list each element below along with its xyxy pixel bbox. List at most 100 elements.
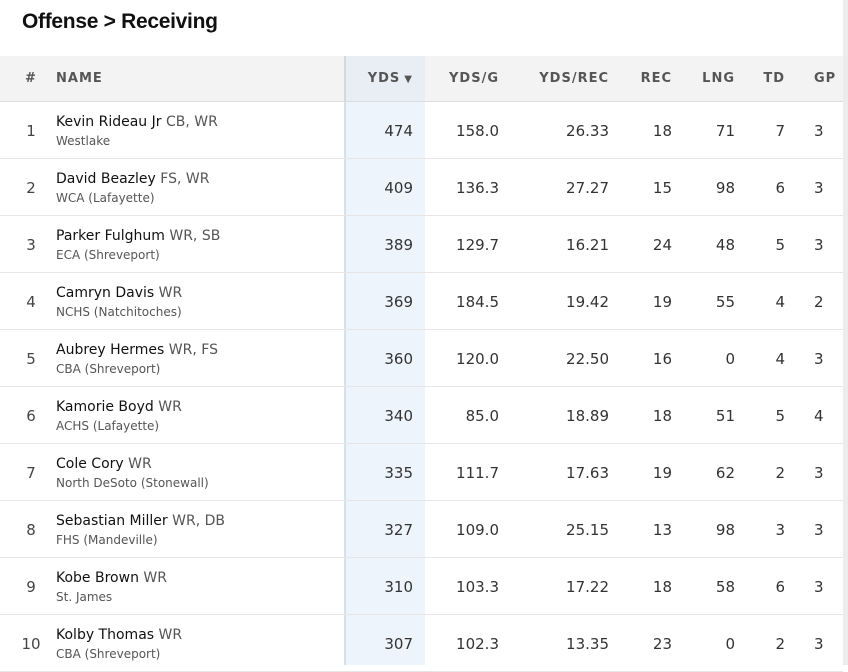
cell-rec: 18 — [652, 122, 672, 140]
cell-yds-per-game: 85.0 — [465, 407, 499, 425]
player-name-line: Aubrey Hermes WR, FS — [56, 342, 218, 358]
player-name-link[interactable]: Kobe Brown — [56, 570, 139, 586]
col-yds-per-rec[interactable]: YDS/REC — [539, 71, 609, 86]
player-position: WR — [158, 285, 183, 301]
cell-lng: 58 — [715, 578, 735, 596]
cell-yds-per-game: 184.5 — [456, 293, 499, 311]
cell-td: 4 — [775, 293, 785, 311]
row-rank: 2 — [26, 179, 36, 197]
cell-yds-per-game: 103.3 — [456, 578, 499, 596]
cell-rec: 13 — [652, 521, 672, 539]
cell-gp: 2 — [814, 293, 824, 311]
col-rank[interactable]: # — [25, 71, 37, 86]
col-gp[interactable]: GP — [814, 71, 837, 86]
player-school-link[interactable]: ACHS (Lafayette) — [56, 419, 160, 433]
cell-gp: 3 — [814, 350, 824, 368]
player-name-link[interactable]: Cole Cory — [56, 456, 124, 472]
table-header: # NAME YDS ▼ YDS/G YDS/REC REC LNG TD GP — [0, 56, 843, 102]
table-row: 5 Aubrey Hermes WR, FS CBA (Shreveport) 360… — [0, 330, 843, 387]
table-row: 7 Cole Cory WR North DeSoto (Stonewall) 335… — [0, 444, 843, 501]
cell-rec: 19 — [652, 293, 672, 311]
col-td[interactable]: TD — [763, 71, 785, 86]
player-school-link[interactable]: CBA (Shreveport) — [56, 362, 161, 376]
player-position: WR — [158, 627, 183, 643]
col-yds-label: YDS — [367, 71, 401, 86]
col-yds[interactable]: YDS ▼ — [368, 71, 413, 86]
player-name-link[interactable]: Kamorie Boyd — [56, 399, 154, 415]
player-school-link[interactable]: St. James — [56, 590, 113, 604]
player-school-link[interactable]: Westlake — [56, 134, 111, 148]
table-row: 4 Camryn Davis WR NCHS (Natchitoches) 369 18… — [0, 273, 843, 330]
player-name-line: Kobe Brown WR — [56, 570, 167, 586]
cell-yds-per-game: 102.3 — [456, 635, 499, 653]
row-rank: 3 — [26, 236, 36, 254]
player-name-link[interactable]: Kolby Thomas — [56, 627, 155, 643]
table-row: 2 David Beazley FS, WR WCA (Lafayette) 409 1… — [0, 159, 843, 216]
player-school-link[interactable]: ECA (Shreveport) — [56, 248, 160, 262]
cell-gp: 3 — [814, 122, 824, 140]
player-school-link[interactable]: WCA (Lafayette) — [56, 191, 155, 205]
row-rank: 5 — [26, 350, 36, 368]
player-name-line: Parker Fulghum WR, SB — [56, 228, 220, 244]
cell-gp: 3 — [814, 179, 824, 197]
cell-rec: 15 — [652, 179, 672, 197]
cell-lng: 0 — [725, 635, 735, 653]
player-position: WR — [143, 570, 167, 586]
cell-gp: 3 — [814, 635, 824, 653]
table-row: 3 Parker Fulghum WR, SB ECA (Shreveport) 38… — [0, 216, 843, 273]
player-school-link[interactable]: NCHS (Natchitoches) — [56, 305, 182, 319]
cell-yds-per-rec: 25.15 — [566, 521, 609, 539]
cell-yds: 369 — [384, 293, 413, 311]
cell-yds: 310 — [384, 578, 413, 596]
player-name-link[interactable]: David Beazley — [56, 171, 156, 187]
player-name-line: Cole Cory WR — [56, 456, 152, 472]
player-school-link[interactable]: FHS (Mandeville) — [56, 533, 158, 547]
table-row: 9 Kobe Brown WR St. James 310 103.3 17.22 18 58… — [0, 558, 843, 615]
cell-yds-per-rec: 19.42 — [566, 293, 609, 311]
cell-td: 3 — [775, 521, 785, 539]
page-title: Offense > Receiving — [22, 10, 218, 33]
cell-td: 6 — [775, 578, 785, 596]
row-rank: 6 — [26, 407, 36, 425]
cell-yds: 307 — [384, 635, 413, 653]
player-name-link[interactable]: Parker Fulghum — [56, 228, 165, 244]
cell-yds-per-game: 158.0 — [456, 122, 499, 140]
cell-gp: 4 — [814, 407, 824, 425]
player-name-line: Sebastian Miller WR, DB — [56, 513, 225, 529]
cell-yds: 409 — [384, 179, 413, 197]
col-rec[interactable]: REC — [640, 71, 672, 86]
cell-td: 5 — [775, 407, 785, 425]
sorted-column-header-bg — [344, 56, 425, 101]
player-school-link[interactable]: North DeSoto (Stonewall) — [56, 476, 209, 490]
cell-rec: 18 — [652, 407, 672, 425]
cell-gp: 3 — [814, 521, 824, 539]
scrollbar[interactable] — [843, 0, 848, 665]
cell-gp: 3 — [814, 578, 824, 596]
cell-yds-per-game: 109.0 — [456, 521, 499, 539]
table-body: 1 Kevin Rideau Jr CB, WR Westlake 474 158.0 2… — [0, 102, 843, 672]
player-position: CB, WR — [165, 114, 218, 130]
cell-lng: 62 — [715, 464, 735, 482]
player-name-line: Kevin Rideau Jr CB, WR — [56, 114, 218, 130]
col-lng[interactable]: LNG — [702, 71, 735, 86]
cell-yds-per-game: 111.7 — [456, 464, 499, 482]
cell-yds-per-rec: 13.35 — [566, 635, 609, 653]
player-name-link[interactable]: Aubrey Hermes — [56, 342, 165, 358]
cell-yds-per-game: 136.3 — [456, 179, 499, 197]
player-position: WR, SB — [169, 228, 221, 244]
player-name-link[interactable]: Kevin Rideau Jr — [56, 114, 162, 130]
player-name-line: Kolby Thomas WR — [56, 627, 182, 643]
cell-yds: 474 — [384, 122, 413, 140]
cell-yds-per-game: 129.7 — [456, 236, 499, 254]
row-rank: 7 — [26, 464, 36, 482]
cell-lng: 51 — [715, 407, 735, 425]
col-name[interactable]: NAME — [56, 71, 103, 86]
row-rank: 4 — [26, 293, 36, 311]
player-name-link[interactable]: Camryn Davis — [56, 285, 155, 301]
col-yds-per-game[interactable]: YDS/G — [449, 71, 499, 86]
player-name-link[interactable]: Sebastian Miller — [56, 513, 168, 529]
cell-lng: 0 — [725, 350, 735, 368]
cell-lng: 55 — [715, 293, 735, 311]
cell-yds-per-rec: 16.21 — [566, 236, 609, 254]
player-school-link[interactable]: CBA (Shreveport) — [56, 647, 161, 661]
